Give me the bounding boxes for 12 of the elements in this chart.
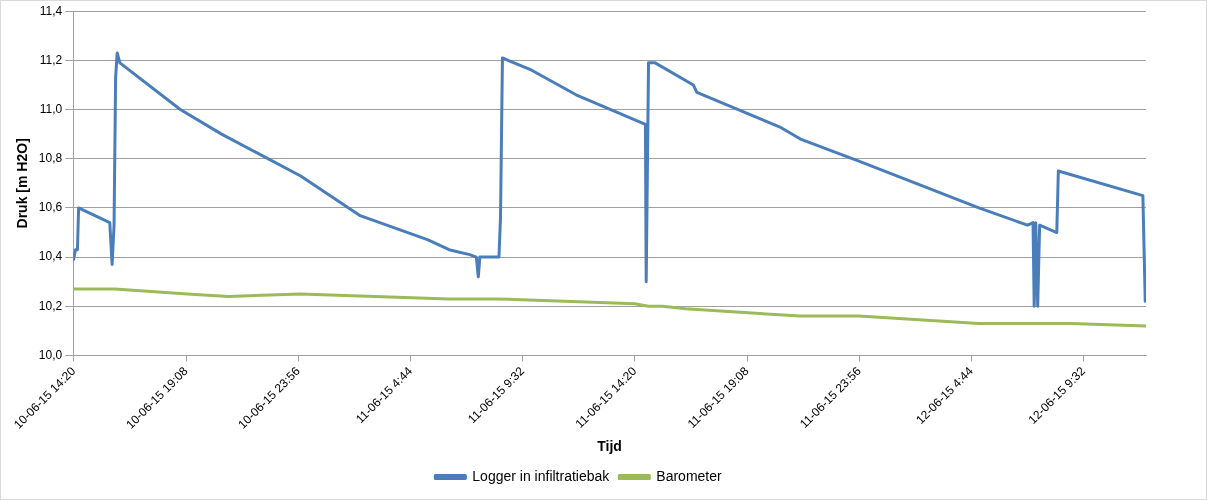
legend-label: Logger in infiltratiebak: [472, 467, 611, 484]
y-tick-label: 10,6: [38, 200, 63, 215]
legend-label: Barometer: [656, 467, 722, 484]
y-tick-label: 10,2: [38, 298, 63, 313]
y-tick-label: 10,0: [38, 347, 63, 362]
y-tick-label: 10,4: [38, 249, 63, 264]
x-axis-title: Tijd: [597, 438, 622, 455]
y-tick-label: 11,4: [39, 3, 63, 18]
y-tick-label: 10,8: [38, 151, 63, 166]
y-axis-title: Druk [m H2O]: [14, 138, 31, 229]
y-tick-label: 11,0: [39, 101, 63, 116]
y-tick-label: 11,2: [39, 52, 63, 67]
